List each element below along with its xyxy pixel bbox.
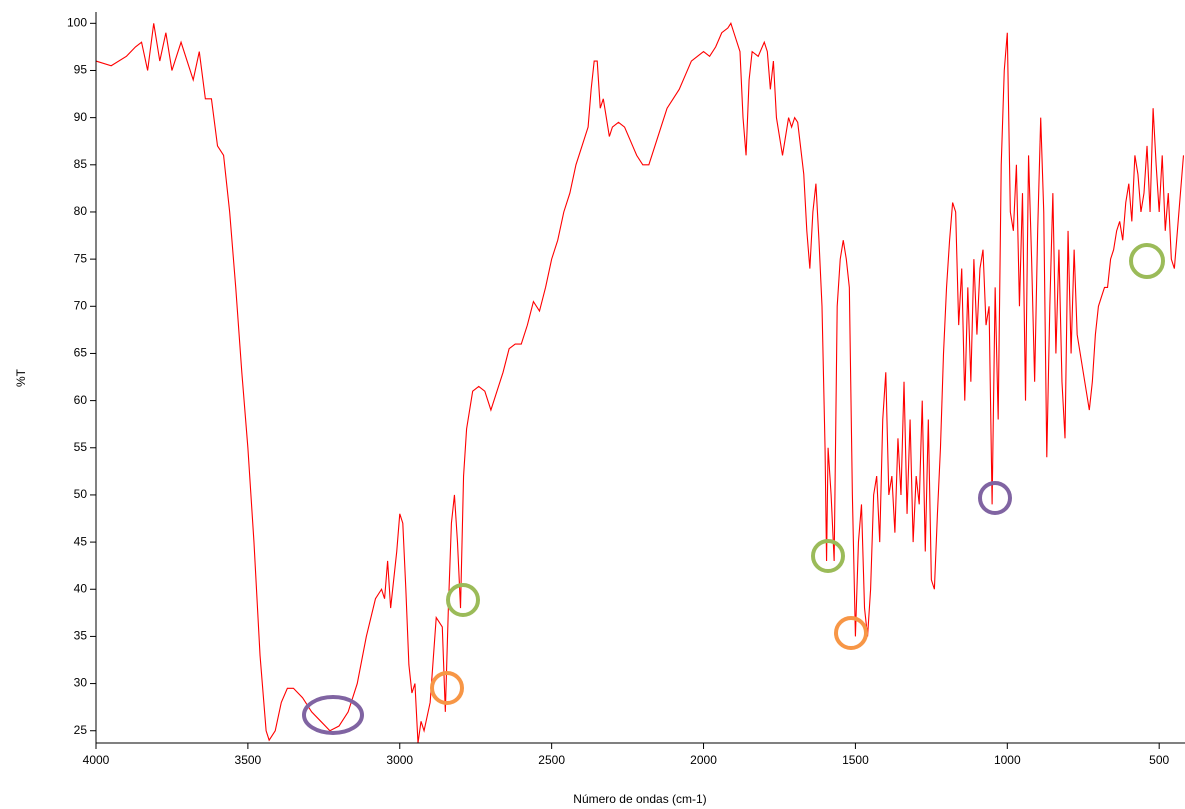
y-tick-label: 30 [74,676,88,690]
y-tick-label: 70 [74,298,88,312]
y-tick-label: 75 [74,251,88,265]
y-tick-label: 90 [74,110,88,124]
y-tick-label: 40 [74,581,88,595]
spectrum-line [95,22,1185,744]
y-tick-label: 80 [74,204,88,218]
y-tick-label: 65 [74,346,88,360]
y-tick-label: 50 [74,487,88,501]
y-axis-label: %T [14,368,28,387]
annotation-circle [1129,243,1165,279]
x-tick-label: 500 [1149,753,1169,767]
x-tick-label: 3500 [235,753,262,767]
annotation-circle [811,539,845,573]
annotation-circle [834,616,868,650]
y-tick-label: 35 [74,629,88,643]
annotation-circle [430,671,464,705]
x-tick-label: 1000 [994,753,1021,767]
annotations [302,243,1165,735]
y-tick-label: 25 [74,723,88,737]
x-tick-label: 4000 [83,753,110,767]
y-tick-label: 100 [67,15,87,29]
plot [95,22,1185,744]
x-axis-label: Número de ondas (cm-1) [573,792,706,806]
x-tick-label: 1500 [842,753,869,767]
x-tick-label: 2000 [690,753,717,767]
y-tick-label: 85 [74,157,88,171]
annotation-circle [302,695,364,735]
y-tick-label: 95 [74,63,88,77]
annotation-circle [978,481,1012,515]
y-tick-label: 60 [74,393,88,407]
y-tick-label: 55 [74,440,88,454]
x-tick-label: 2500 [538,753,565,767]
x-tick-label: 3000 [386,753,413,767]
y-tick-label: 45 [74,534,88,548]
annotation-circle [446,583,480,617]
